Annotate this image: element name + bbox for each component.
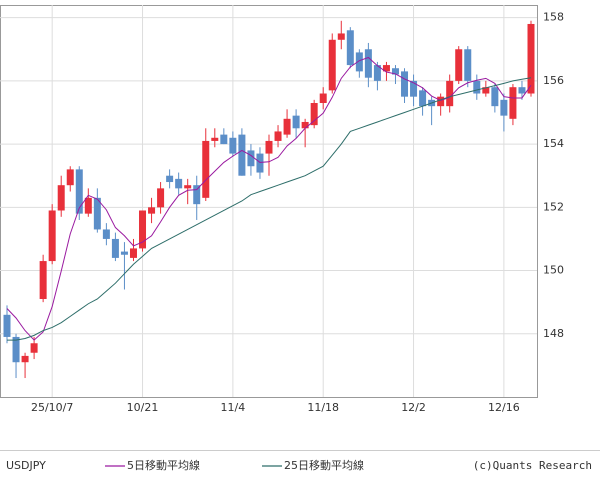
y-tick-label: 148 [543, 327, 564, 340]
candle-body [527, 23, 535, 94]
candle-body [301, 121, 309, 129]
candle-body [310, 103, 318, 126]
x-tick-label: 11/4 [221, 401, 246, 414]
candle-body [337, 33, 345, 40]
candle-body [30, 343, 38, 353]
candle-body [120, 251, 128, 255]
y-tick-label: 154 [543, 137, 564, 150]
candle-body [166, 175, 174, 183]
candle-body [391, 68, 399, 75]
candle-body [12, 336, 20, 363]
candle-body [202, 140, 210, 198]
candle-body [292, 115, 300, 129]
candle-body [364, 49, 372, 78]
x-tick-label: 12/16 [488, 401, 520, 414]
candle-body [175, 178, 183, 189]
candle-body [455, 49, 463, 81]
candle-body [319, 93, 327, 103]
x-tick-label: 10/21 [127, 401, 159, 414]
candle-body [509, 87, 517, 119]
candle-body [419, 90, 427, 107]
candle-body [382, 65, 390, 72]
candle-body [139, 210, 147, 249]
x-tick-label: 12/2 [401, 401, 426, 414]
candle-body [102, 229, 110, 239]
candle-body [446, 80, 454, 107]
candle-body [220, 134, 228, 145]
candle-body [464, 49, 472, 81]
candle-body [482, 87, 490, 94]
x-tick-label: 25/10/7 [31, 401, 73, 414]
candle-body [48, 210, 56, 262]
y-tick-label: 152 [543, 200, 564, 213]
candle-body [274, 131, 282, 141]
y-tick-label: 158 [543, 11, 564, 24]
symbol: USDJPY [6, 459, 46, 472]
candle-body [184, 185, 192, 189]
candle-body [66, 169, 74, 186]
candle-body [39, 261, 47, 299]
candle-body [93, 197, 101, 230]
legend-label: 5日移動平均線 [127, 458, 200, 472]
plot-area [0, 5, 537, 397]
candle-body [283, 118, 291, 135]
x-tick-label: 11/18 [307, 401, 339, 414]
candle-body [247, 150, 255, 167]
candle-body [473, 80, 481, 94]
candle-body [111, 238, 119, 258]
candle-body [437, 96, 445, 107]
candle-body [518, 87, 526, 94]
candle-body [84, 197, 92, 214]
candle-body [401, 71, 409, 97]
candle-body [500, 99, 508, 116]
candle-body [355, 52, 363, 72]
candle-body [129, 248, 137, 258]
candle-body [346, 30, 354, 66]
candle-body [157, 188, 165, 208]
candle-body [373, 65, 381, 81]
candle-body [21, 355, 29, 363]
moving-average-line [6, 56, 532, 341]
candle-body [328, 39, 336, 91]
candle-body [211, 137, 219, 141]
candle-body [238, 134, 246, 176]
candle-body [3, 314, 11, 337]
credit: (c)Quants Research [473, 459, 592, 472]
candle-body [265, 140, 273, 154]
y-tick-label: 156 [543, 74, 564, 87]
candle-body [148, 207, 156, 214]
candle-body [193, 185, 201, 205]
candle-body [57, 185, 65, 211]
candle-body [229, 137, 237, 154]
candle-body [256, 153, 264, 173]
candle-body [410, 80, 418, 97]
y-tick-label: 150 [543, 264, 564, 277]
candle-body [75, 169, 83, 214]
legend-label: 25日移動平均線 [284, 458, 364, 472]
moving-average-line [7, 77, 532, 341]
candle-body [491, 87, 499, 107]
